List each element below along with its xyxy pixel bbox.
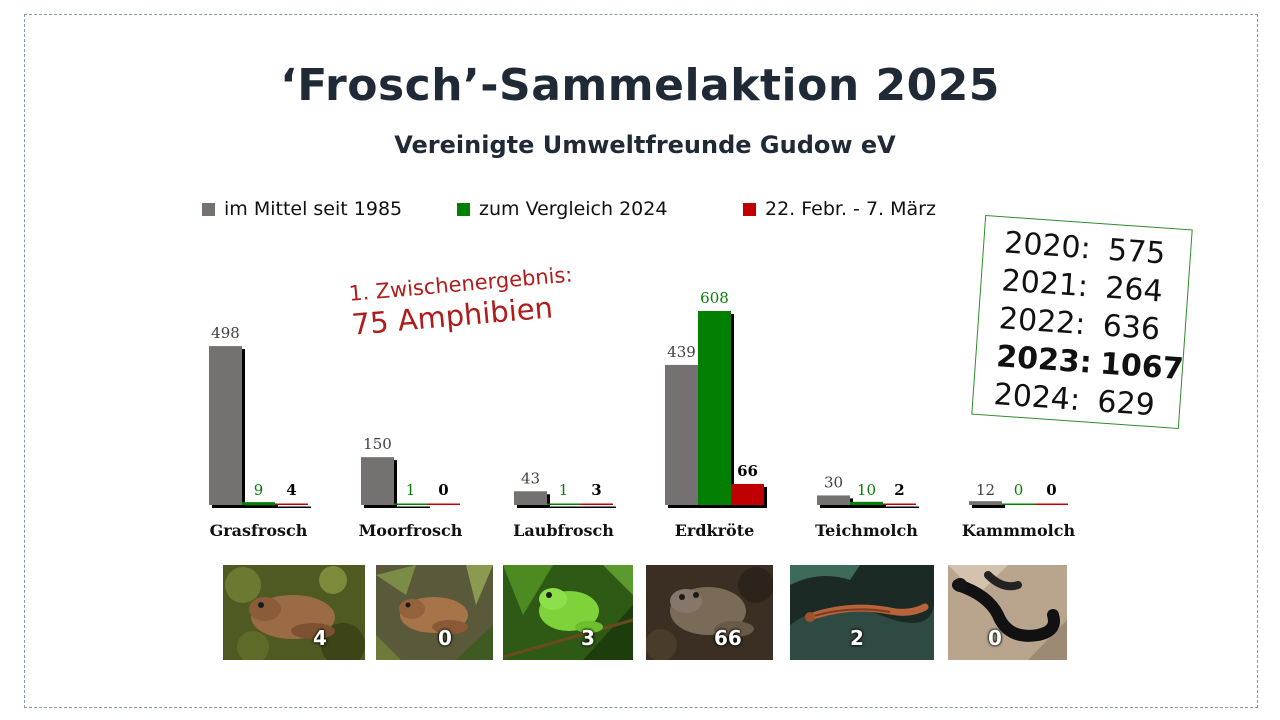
photo-count: 66	[714, 626, 742, 650]
year-value: 629	[1096, 384, 1156, 424]
page-subtitle: Vereinigte Umweltfreunde Gudow eV	[394, 131, 896, 159]
bar-current-teichmolch	[883, 503, 916, 505]
bar-shadow	[397, 506, 430, 508]
bar-current-grasfrosch	[275, 503, 308, 505]
legend-item-compare: zum Vergleich 2024	[457, 198, 667, 220]
grass-frog-image	[223, 565, 365, 660]
common-toad-image	[646, 565, 773, 660]
moor-frog-photo: 0	[376, 565, 493, 660]
bar-value-label: 1	[559, 481, 569, 499]
year-row: 2024: 629	[993, 377, 1156, 423]
bar-shadow	[245, 505, 278, 508]
legend-label-compare: zum Vergleich 2024	[479, 198, 668, 220]
legend-label-average: im Mittel seit 1985	[224, 198, 403, 220]
bar-compare-moorfrosch	[394, 503, 427, 505]
category-label: Kammmolch	[962, 521, 1076, 540]
bar-compare-grasfrosch	[242, 502, 275, 505]
bar-shadow	[853, 504, 886, 508]
photo-count: 3	[581, 626, 595, 650]
category-label: Moorfrosch	[359, 521, 463, 540]
legend-swatch-current	[743, 202, 756, 216]
legend-swatch-compare	[457, 202, 470, 216]
bar-average-laubfrosch	[514, 491, 547, 505]
bar-average-erdkröte	[665, 364, 698, 505]
bar-compare-teichmolch	[850, 501, 883, 505]
category-label: Teichmolch	[815, 521, 918, 540]
bar-compare-erdkröte	[698, 311, 731, 505]
bar-compare-laubfrosch	[547, 503, 580, 505]
bar-value-label: 10	[857, 481, 876, 499]
bar-value-label: 43	[521, 469, 540, 487]
crested-newt-image	[948, 565, 1067, 660]
yearly-totals-box: 2020: 575 2021: 264 2022: 636 2023: 1067 202…	[971, 214, 1193, 430]
year-label: 2024:	[992, 377, 1082, 419]
category-label: Erdkröte	[675, 521, 755, 540]
bar-value-label: 0	[438, 481, 448, 499]
photo-count: 0	[988, 626, 1002, 650]
legend-item-average: im Mittel seit 1985	[202, 198, 402, 220]
smooth-newt-photo: 2	[790, 565, 934, 660]
bar-current-laubfrosch	[580, 503, 613, 505]
bar-value-label: 66	[737, 462, 758, 480]
year-label: 2021:	[1000, 263, 1090, 305]
year-value: 636	[1101, 308, 1162, 348]
category-label: Laubfrosch	[513, 521, 614, 540]
bar-current-erdkröte	[731, 483, 764, 505]
legend-label-current: 22. Febr. - 7. März	[765, 198, 936, 220]
smooth-newt-image	[790, 565, 934, 660]
bar-value-label: 150	[363, 435, 392, 453]
bar-baseline-compare	[1002, 503, 1035, 505]
bar-value-label: 1	[406, 481, 416, 499]
common-toad-photo: 66	[646, 565, 773, 660]
bar-value-label: 3	[591, 481, 601, 499]
slide-frame	[24, 14, 1258, 708]
year-label: 2022:	[997, 301, 1087, 343]
year-value: 264	[1104, 270, 1164, 310]
bar-shadow	[278, 506, 311, 508]
category-label: Grasfrosch	[210, 521, 308, 540]
year-label: 2020:	[1003, 225, 1092, 267]
bar-value-label: 439	[667, 343, 696, 361]
bar-average-teichmolch	[817, 495, 850, 505]
tree-frog-photo: 3	[503, 565, 633, 660]
grass-frog-photo: 4	[223, 565, 365, 660]
photo-count: 4	[313, 626, 327, 650]
bar-average-kammmolch	[969, 501, 1002, 505]
bar-baseline-current	[1035, 503, 1068, 505]
photo-count: 2	[850, 626, 864, 650]
bar-shadow	[886, 506, 919, 508]
bar-value-label: 12	[976, 481, 995, 499]
bar-value-label: 0	[1046, 481, 1056, 499]
bar-shadow	[583, 506, 616, 508]
bar-value-label: 498	[211, 324, 240, 342]
bar-average-grasfrosch	[209, 346, 242, 505]
bar-value-label: 9	[254, 481, 264, 499]
bar-average-moorfrosch	[361, 457, 394, 505]
crested-newt-photo: 0	[948, 565, 1067, 660]
bar-value-label: 608	[700, 289, 729, 307]
page-title: ‘Frosch’-Sammelaktion 2025	[280, 60, 1000, 111]
bar-value-label: 0	[1014, 481, 1024, 499]
bar-baseline-current	[427, 503, 460, 505]
year-label: 2023:	[995, 339, 1093, 381]
bar-value-label: 4	[286, 481, 296, 499]
year-value: 575	[1106, 232, 1167, 272]
legend-item-current: 22. Febr. - 7. März	[743, 198, 936, 220]
year-value: 1067	[1098, 346, 1185, 388]
moor-frog-image	[376, 565, 493, 660]
photo-count: 0	[438, 626, 452, 650]
bar-value-label: 2	[894, 481, 904, 499]
bar-shadow	[972, 504, 1005, 508]
legend-swatch-average	[202, 202, 215, 216]
tree-frog-image	[503, 565, 633, 660]
bar-value-label: 30	[824, 473, 843, 491]
bar-shadow	[550, 506, 583, 508]
